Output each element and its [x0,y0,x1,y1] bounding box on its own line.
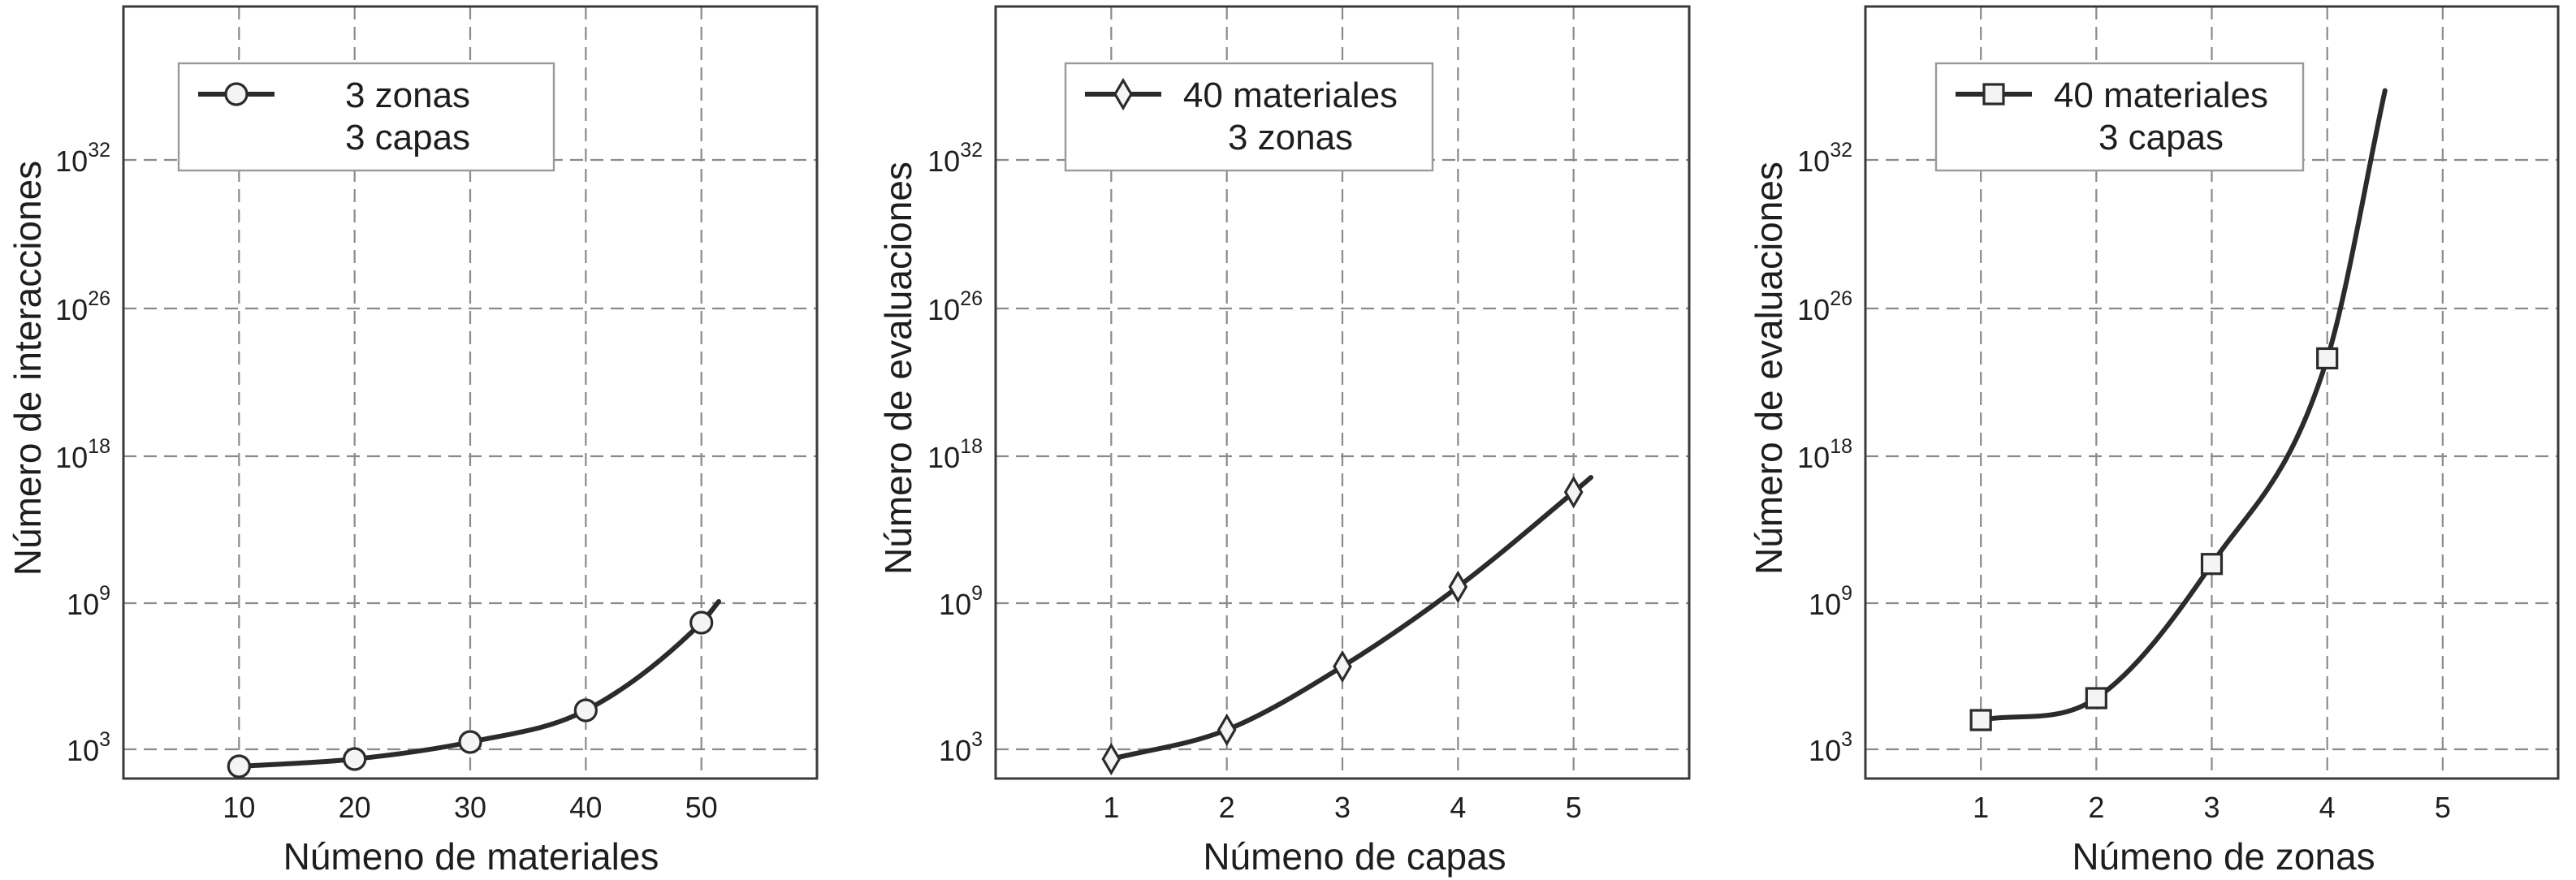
y-axis-label: Número de evaluaciones [877,162,919,575]
legend-entry: 3 capas [2098,118,2224,157]
x-tick-label: 10 [223,791,255,824]
x-tick-label: 30 [454,791,486,824]
data-point [1969,709,1992,731]
data-point [1217,713,1237,747]
series-line [1978,88,2388,723]
y-tick-label: 103 [939,728,983,767]
x-tick-label: 50 [685,791,718,824]
chart-panel-3: 1 2 3 4 5 103 109 1018 1026 1032 Númeno de zonas Nú… [1748,5,2560,878]
y-tick-label: 1026 [55,287,110,326]
data-point [2085,687,2107,710]
data-point [573,698,598,723]
y-tick-label: 1032 [927,139,983,178]
legend-box [177,62,555,172]
y-tick-label: 1018 [55,435,110,474]
y-tick-label: 1032 [55,139,110,178]
legend-marker [1113,77,1133,111]
chart-panel-1: 10 20 30 40 50 103 109 1018 1026 1032 Númeno de ma… [6,5,819,878]
y-axis-label: Número de interacciones [6,161,49,576]
x-tick-label: 2 [2088,791,2104,824]
x-axis-label: Númeno de materiales [283,835,659,878]
y-tick-label: 1018 [927,435,983,474]
legend-entry: 3 capas [345,118,470,157]
x-tick-label: 1 [1973,791,1989,824]
data-point [689,610,714,635]
y-tick-label: 1026 [927,287,983,326]
data-point [1333,649,1352,684]
y-tick-label: 1026 [1797,287,1852,326]
legend-marker [224,82,249,106]
y-tick-label: 103 [1809,728,1852,767]
x-tick-label: 2 [1219,791,1235,824]
x-tick-label: 5 [1566,791,1582,824]
x-tick-label: 3 [2203,791,2219,824]
y-tick-label: 109 [939,582,983,621]
legend-entry: 40 materiales [2054,75,2268,115]
data-point [2200,553,2224,576]
plot-frame [994,5,1691,780]
plot-frame [1864,5,2560,780]
x-tick-label: 5 [2435,791,2451,824]
data-point [1448,570,1468,604]
legend-entry: 3 zonas [345,75,470,115]
y-tick-label: 103 [67,728,110,767]
x-axis-label: Númeno de zonas [2072,835,2375,878]
x-tick-label: 4 [1450,791,1466,824]
data-point [1563,476,1584,509]
legend-marker [1982,83,2005,106]
data-point [343,747,367,771]
y-tick-label: 1032 [1797,139,1852,178]
plot-frame [122,5,819,780]
x-tick-label: 1 [1103,791,1119,824]
legend-entry: 3 zonas [1228,118,1353,157]
y-axis-label: Número de evaluaciones [1748,162,1790,575]
legend-box [1064,62,1434,172]
x-tick-label: 40 [569,791,602,824]
series-line [1109,475,1593,761]
data-point [1101,742,1122,776]
x-tick-label: 4 [2319,791,2336,824]
legend-entry: 40 materiales [1183,75,1398,115]
chart-panel-2: 1 2 3 4 5 103 109 1018 1026 1032 Númeno de capas Nú… [877,5,1691,878]
data-point [458,730,482,754]
y-tick-label: 109 [67,582,110,621]
data-point [2316,347,2339,370]
y-tick-label: 109 [1809,582,1852,621]
x-axis-label: Númeno de capas [1203,835,1506,878]
legend-box [1934,62,2305,172]
x-tick-label: 3 [1334,791,1351,824]
y-tick-label: 1018 [1797,435,1852,474]
x-tick-label: 20 [339,791,371,824]
data-point [227,754,251,779]
